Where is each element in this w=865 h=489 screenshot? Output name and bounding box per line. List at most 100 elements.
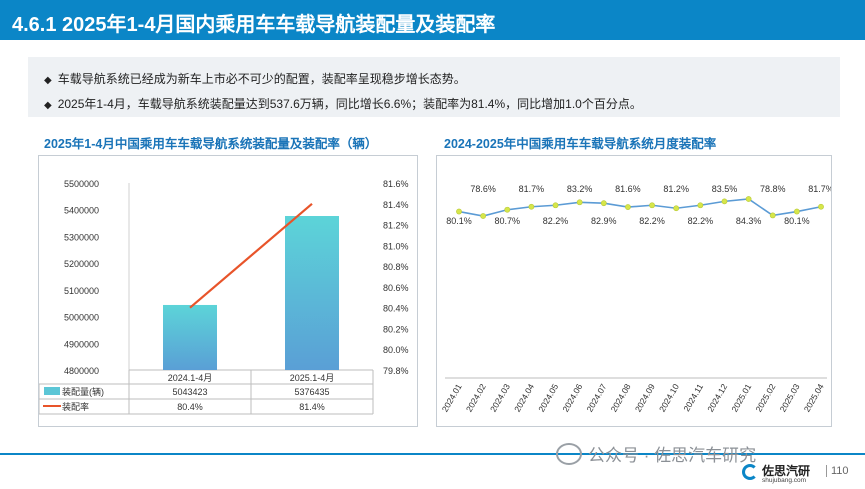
- data-label: 81.6%: [615, 184, 641, 194]
- y-left-tick-label: 5400000: [64, 206, 99, 216]
- data-point: [745, 196, 752, 202]
- legend-label-bar: 装配量(辆): [62, 386, 104, 397]
- summary-bullet-1: ◆ 车载导航系统已经成为新车上市必不可少的配置，装配率呈现稳步增长态势。: [44, 70, 466, 87]
- combo-bar-line-chart: 5500000 5400000 5300000 5200000 5100000 50000…: [38, 179, 409, 415]
- x-tick-label: 2024.07: [585, 382, 609, 414]
- y-right-tick-label: 80.4%: [383, 304, 409, 314]
- y-left-tick-label: 5300000: [64, 232, 99, 242]
- x-tick-label: 2024.09: [633, 382, 657, 414]
- data-point: [793, 208, 800, 215]
- x-tick-label: 2025.02: [753, 382, 777, 414]
- header-bar: 4.6.1 2025年1-4月国内乘用车车载导航装配量及装配率: [0, 0, 865, 40]
- data-point: [600, 200, 607, 207]
- y-right-tick-label: 80.8%: [383, 262, 409, 272]
- y-right-tick-label: 79.8%: [383, 366, 409, 376]
- summary-box: ◆ 车载导航系统已经成为新车上市必不可少的配置，装配率呈现稳步增长态势。 ◆ 202…: [28, 57, 840, 117]
- wechat-icon: [556, 443, 582, 465]
- y-right-tick-label: 80.6%: [383, 283, 409, 293]
- page-title: 4.6.1 2025年1-4月国内乘用车车载导航装配量及装配率: [12, 14, 496, 36]
- data-point: [721, 198, 728, 205]
- data-label: 80.1%: [784, 216, 810, 226]
- y-left-tick-label: 5000000: [64, 313, 99, 323]
- data-label: 78.8%: [760, 184, 786, 194]
- y-left-tick-label: 4900000: [64, 339, 99, 349]
- data-point: [697, 202, 704, 209]
- data-label: 81.2%: [663, 184, 689, 194]
- x-tick-label: 2024.06: [560, 382, 584, 414]
- x-tick-label: 2025.04: [802, 382, 826, 414]
- left-chart-panel: 5500000 5400000 5300000 5200000 5100000 50000…: [38, 155, 418, 427]
- x-tick-label: 2024.04: [512, 382, 536, 414]
- data-label: 80.7%: [495, 216, 521, 226]
- data-point: [576, 199, 583, 206]
- right-chart-panel: 80.1% 78.6% 80.7% 81.7% 82.2% 83.2% 82.9% 81.6%…: [436, 155, 834, 427]
- table-cell-value: 81.4%: [299, 402, 325, 412]
- logo-url: shujubang.com: [762, 477, 807, 484]
- right-chart-title: 2024-2025年中国乘用车车载导航系统月度装配率: [444, 137, 717, 151]
- data-label: 81.7%: [519, 184, 545, 194]
- x-tick-label: 2024.12: [705, 382, 729, 414]
- summary-bullet-text: 2025年1-4月，车载导航系统装配量达到537.6万辆，同比增长6.6%；装配…: [57, 97, 642, 111]
- footer-divider: [0, 453, 865, 455]
- y-left-tick-label: 4800000: [64, 366, 99, 376]
- y-left-tick-label: 5500000: [64, 179, 99, 189]
- bar-2: [285, 216, 339, 370]
- data-point: [625, 204, 631, 210]
- data-label: 84.3%: [736, 216, 762, 226]
- y-right-tick-label: 81.6%: [383, 179, 409, 189]
- data-label: 81.7%: [808, 184, 831, 194]
- data-point: [649, 202, 655, 209]
- x-tick-label: 2024.10: [657, 382, 681, 414]
- data-label: 82.2%: [688, 216, 714, 226]
- data-point: [673, 205, 680, 212]
- data-label: 82.2%: [543, 216, 569, 226]
- left-chart-title: 2025年1-4月中国乘用车车载导航系统装配量及装配率（辆）: [44, 137, 378, 151]
- company-logo: 佐思汽研 shujubang.com: [742, 462, 822, 486]
- data-point: [480, 213, 487, 219]
- x-tick-label: 2024.03: [488, 382, 512, 414]
- y-right-tick-label: 80.2%: [383, 324, 409, 334]
- diamond-bullet-icon: ◆: [44, 100, 52, 111]
- summary-bullet-text: 车载导航系统已经成为新车上市必不可少的配置，装配率呈现稳步增长态势。: [57, 72, 466, 86]
- bar-1: [163, 304, 217, 370]
- logo-mark-icon: [742, 464, 758, 480]
- data-label: 83.5%: [712, 184, 738, 194]
- data-label: 83.2%: [567, 184, 593, 194]
- watermark: 公众号 · 佐思汽车研究: [556, 441, 756, 466]
- logo-name: 佐思汽研: [762, 464, 811, 478]
- x-tick-label: 2025.03: [778, 382, 802, 414]
- x-category-label: 2024.1-4月: [168, 373, 213, 383]
- page-number: 110: [826, 465, 849, 477]
- y-right-tick-label: 80.0%: [383, 345, 409, 355]
- legend-label-line: 装配率: [62, 401, 89, 412]
- y-left-tick-label: 5200000: [64, 259, 99, 269]
- diamond-bullet-icon: ◆: [44, 75, 52, 86]
- data-label: 78.6%: [470, 184, 496, 194]
- data-point: [504, 206, 511, 213]
- data-label: 82.9%: [591, 216, 617, 226]
- x-tick-label: 2024.01: [440, 382, 464, 414]
- y-right-tick-label: 81.0%: [383, 241, 409, 251]
- x-category-label: 2025.1-4月: [290, 373, 335, 383]
- summary-bullet-2: ◆ 2025年1-4月，车载导航系统装配量达到537.6万辆，同比增长6.6%；装…: [44, 95, 642, 112]
- data-point: [528, 203, 535, 210]
- data-label: 82.2%: [639, 216, 665, 226]
- table-cell-value: 5376435: [294, 387, 329, 397]
- y-right-tick-label: 81.2%: [383, 221, 409, 231]
- x-tick-label: 2025.01: [729, 382, 753, 414]
- y-left-tick-label: 5100000: [64, 286, 99, 296]
- x-tick-label: 2024.02: [464, 382, 488, 414]
- monthly-rate-line: [458, 198, 822, 217]
- monthly-rate-line-chart: 80.1% 78.6% 80.7% 81.7% 82.2% 83.2% 82.9% 81.6%…: [440, 184, 834, 414]
- legend-swatch-bar: [44, 387, 60, 395]
- data-label: 80.1%: [446, 216, 472, 226]
- table-cell-value: 5043423: [172, 387, 207, 397]
- x-tick-label: 2024.08: [609, 382, 633, 414]
- x-tick-label: 2024.05: [536, 382, 560, 414]
- y-right-tick-label: 81.4%: [383, 200, 409, 210]
- rate-line: [189, 202, 313, 309]
- data-point: [769, 212, 776, 219]
- data-point: [818, 203, 824, 210]
- watermark-text: 公众号 · 佐思汽车研究: [588, 446, 757, 465]
- table-cell-value: 80.4%: [177, 402, 203, 412]
